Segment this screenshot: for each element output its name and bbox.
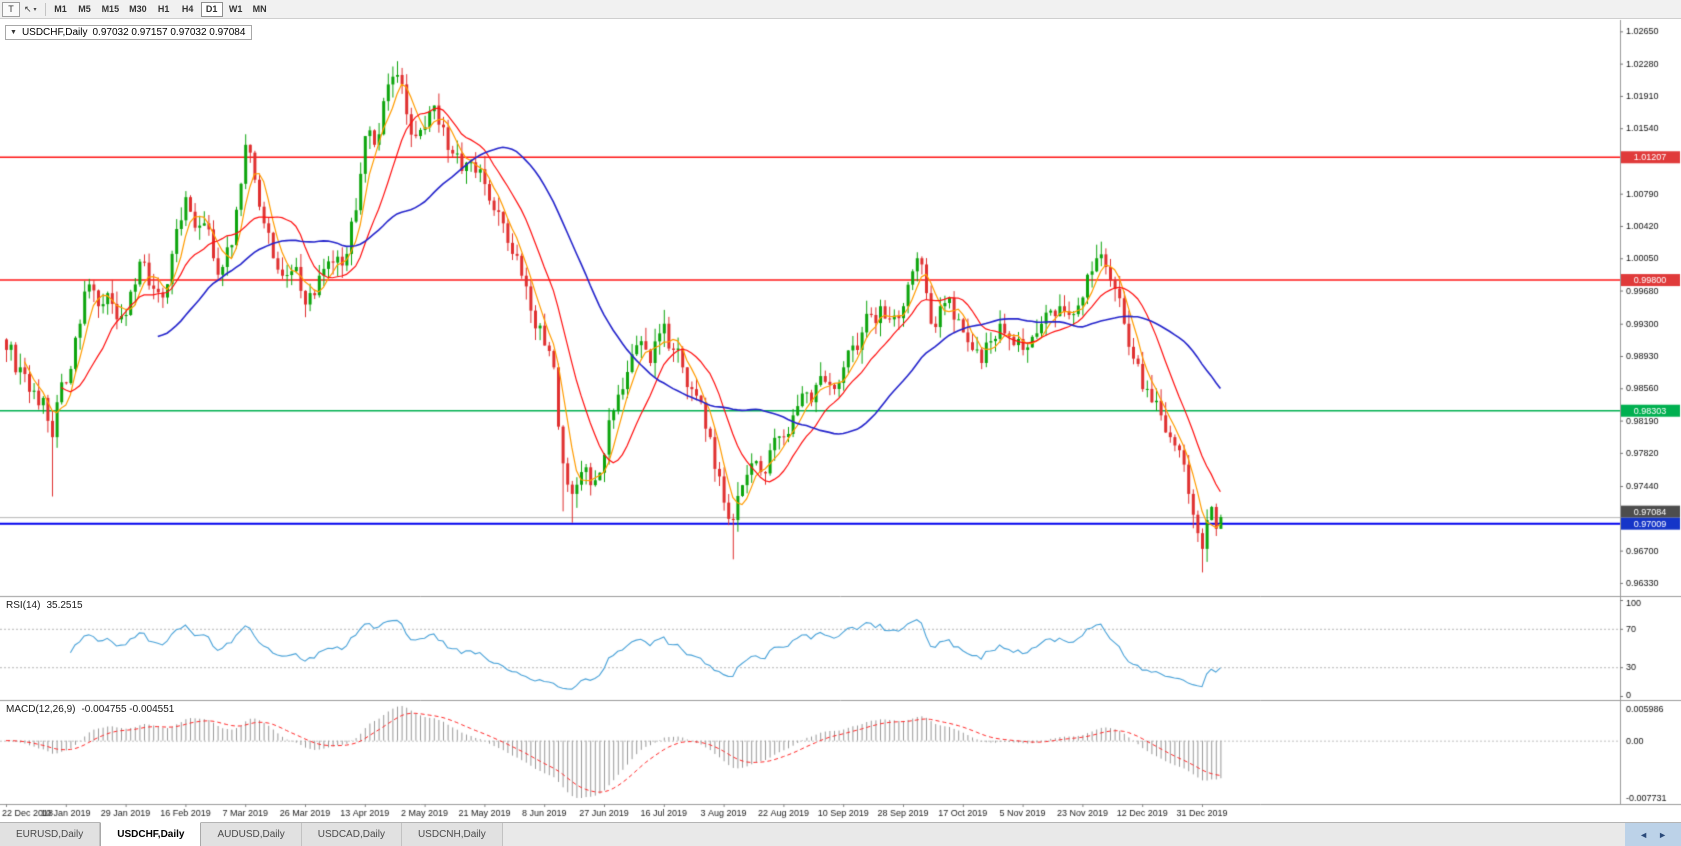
collapse-icon[interactable]: ▼ [10, 29, 17, 36]
rsi-value: 35.2515 [46, 600, 83, 611]
chart-tabs: EURUSD,Daily USDCHF,Daily AUDUSD,Daily USDC… [0, 822, 503, 846]
tab-scroll-left-button[interactable]: ◄ [1639, 829, 1649, 840]
rsi-indicator-header: RSI(14) 35.2515 [6, 600, 83, 611]
timeframe-w1-button[interactable]: W1 [228, 4, 243, 14]
macd-values: -0.004755 -0.004551 [81, 704, 175, 715]
timeframe-m15-button[interactable]: M15 [101, 4, 120, 14]
timeframe-mn-button[interactable]: MN [252, 4, 267, 14]
chart-tab-audusd[interactable]: AUDUSD,Daily [201, 823, 302, 846]
dropdown-caret-icon: ▾ [33, 6, 37, 13]
timeframe-d1-button[interactable]: D1 [200, 1, 223, 17]
timeframe-m30-button[interactable]: M30 [129, 4, 147, 14]
ohlc-values: 0.97032 0.97157 0.97032 0.97084 [92, 27, 246, 38]
timeframe-button-group: M1 M5 M15 M30 H1 H4 D1 W1 MN [50, 1, 271, 17]
timeframe-m5-button[interactable]: M5 [78, 4, 91, 14]
rsi-label: RSI(14) [6, 600, 41, 611]
chart-tab-usdcad[interactable]: USDCAD,Daily [301, 823, 402, 846]
tab-scroll-nav: ◄ ► [1625, 823, 1681, 846]
timeframe-m1-button[interactable]: M1 [54, 4, 67, 14]
tab-scroll-right-button[interactable]: ► [1658, 829, 1667, 840]
pointer-icon: ↖ [24, 3, 32, 14]
chart-header[interactable]: ▼ USDCHF,Daily 0.97032 0.97157 0.97032 0… [5, 25, 253, 40]
macd-indicator-header: MACD(12,26,9) -0.004755 -0.004551 [6, 704, 174, 715]
chart-tab-usdcnh[interactable]: USDCNH,Daily [401, 823, 503, 846]
chart-tool-button[interactable]: T [2, 1, 20, 17]
timeframe-h4-button[interactable]: H4 [181, 4, 194, 14]
chart-tab-usdchf[interactable]: USDCHF,Daily [100, 822, 202, 846]
symbol-label: USDCHF,Daily [21, 27, 88, 38]
toolbar-separator [44, 2, 46, 16]
macd-label: MACD(12,26,9) [6, 704, 76, 715]
timeframe-h1-button[interactable]: H1 [157, 4, 170, 14]
crosshair-tool-button[interactable]: ↖ ▾ [20, 2, 41, 17]
chart-tab-bar: EURUSD,Daily USDCHF,Daily AUDUSD,Daily USDC… [0, 822, 1681, 846]
toolbar: T ↖ ▾ M1 M5 M15 M30 H1 H4 D1 W1 MN [0, 0, 1681, 19]
chart-tab-eurusd[interactable]: EURUSD,Daily [0, 823, 101, 846]
